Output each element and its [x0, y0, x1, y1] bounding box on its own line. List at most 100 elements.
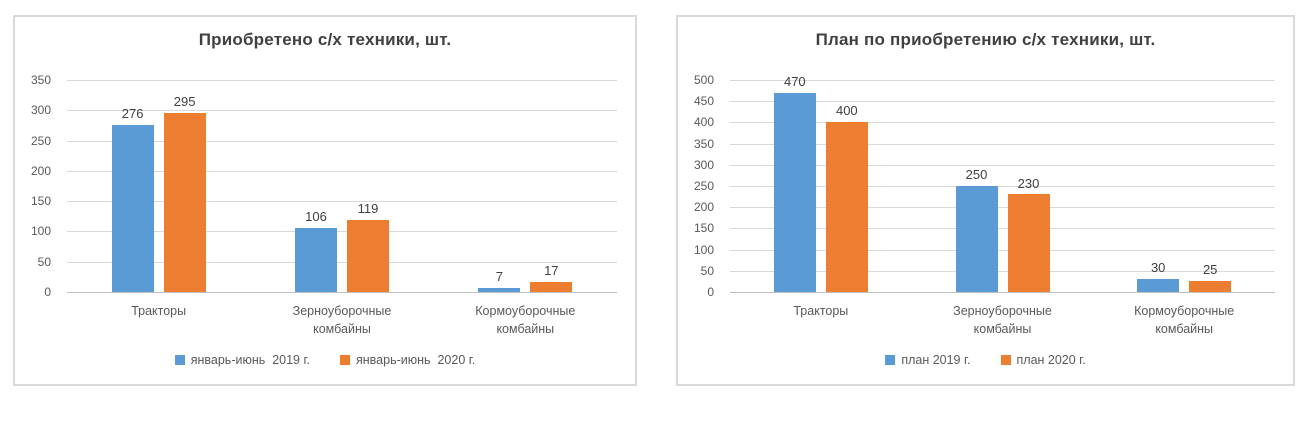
legend-swatch [1000, 355, 1011, 366]
legend-item: план 2019 г. [885, 353, 971, 368]
bar-group: 106 119 [250, 80, 433, 292]
legend-swatch [174, 355, 185, 366]
data-label: 25 [1202, 262, 1218, 278]
grid-line [730, 228, 1275, 230]
grid-line [67, 80, 617, 81]
chart-title: Приобретено с/х техники, шт. [198, 30, 452, 49]
legend-item: январь-июнь 2020 г. [340, 353, 475, 367]
y-axis-tick: 200 [30, 163, 51, 178]
grid-line [67, 261, 617, 263]
bar-group: 30 25 [1093, 80, 1275, 292]
bar [478, 287, 521, 292]
category-label: Кормоуборочные комбайны [434, 302, 617, 338]
category-label: Кормоуборочные комбайны [1093, 302, 1275, 338]
bar-with-label: 230 [1007, 80, 1050, 292]
y-axis-tick: 200 [693, 200, 714, 215]
bar [294, 227, 337, 292]
legend: январь-июнь 2019 г. январь-июнь 2020 г. [15, 353, 635, 367]
grid-line [730, 122, 1275, 124]
category-label-text: Кормоуборочные комбайны [1134, 304, 1235, 337]
bar-with-label: 400 [825, 80, 868, 292]
legend-swatch [340, 355, 350, 366]
bar-with-label: 17 [530, 80, 573, 292]
chart-title: План по приобретению с/х техники, шт. [815, 30, 1156, 49]
plot-area: 0 50 100 150 200 250 300 350 400 450 500 470 400 250… [686, 74, 1277, 298]
y-axis-tick: 400 [693, 115, 714, 130]
y-axis-tick: 150 [30, 194, 51, 209]
data-label: 295 [173, 94, 196, 110]
category-label: Тракторы [67, 302, 250, 338]
bar [1007, 194, 1050, 292]
bar-group: 276 295 [67, 80, 250, 292]
y-axis: 0 50 100 150 200 250 300 350 400 450 500 [686, 74, 722, 298]
legend: план 2019 г. план 2020 г. [678, 353, 1293, 367]
grid-line [730, 101, 1275, 103]
bar-group: 7 17 [434, 80, 617, 292]
x-axis: Тракторы Зерноуборочные комбайны Кормоубор… [67, 302, 617, 338]
data-label: 250 [965, 167, 988, 183]
legend-label: план 2020 г. [1016, 353, 1086, 368]
grid-line [730, 186, 1275, 187]
bar [1137, 279, 1180, 292]
legend-label: план 2019 г. [901, 353, 971, 368]
y-axis-tick: 350 [30, 73, 51, 87]
y-axis-tick: 450 [693, 94, 714, 109]
bar-with-label: 30 [1137, 80, 1180, 292]
data-label: 7 [495, 268, 503, 284]
bar-group: 470 400 [730, 74, 912, 292]
grid-line [730, 143, 1275, 145]
bar-with-label: 250 [955, 80, 998, 292]
data-label: 17 [544, 262, 559, 278]
bar [773, 92, 816, 292]
category-label-text: Зерноуборочные комбайны [953, 304, 1052, 337]
data-label: 230 [1017, 175, 1040, 191]
bar [346, 219, 389, 292]
plot-grid: 276 295 106 119 7 17 [67, 80, 617, 293]
grid-line [67, 292, 617, 293]
data-label: 119 [357, 200, 379, 216]
category-label-text: Тракторы [793, 304, 849, 318]
y-axis-tick: 50 [37, 254, 51, 269]
grid-line [67, 170, 617, 172]
bar-groups: 276 295 106 119 7 17 [67, 80, 617, 292]
y-axis-tick: 500 [693, 73, 714, 87]
y-axis-tick: 0 [707, 285, 714, 299]
bar-with-label: 119 [346, 80, 389, 292]
data-label: 106 [305, 208, 327, 224]
bar-with-label: 25 [1189, 80, 1232, 292]
bar-with-label: 7 [478, 80, 521, 292]
chart-acquisition-plan: План по приобретению с/х техники, шт. 0 5… [676, 15, 1295, 386]
bar [530, 281, 573, 292]
legend-item: план 2020 г. [1000, 353, 1086, 368]
grid-line [730, 80, 1275, 81]
y-axis-tick: 100 [30, 224, 51, 239]
bar [163, 113, 206, 292]
category-label-text: Кормоуборочные комбайны [475, 304, 576, 337]
bar-group: 250 230 [912, 80, 1094, 292]
grid-line [730, 207, 1275, 209]
data-label: 470 [783, 73, 806, 89]
y-axis-tick: 300 [693, 157, 714, 172]
category-label: Тракторы [730, 302, 912, 338]
legend-swatch [885, 355, 896, 366]
y-axis-tick: 0 [44, 285, 51, 299]
legend-label: январь-июнь 2020 г. [356, 353, 476, 368]
bar [955, 186, 998, 292]
y-axis-tick: 100 [693, 242, 714, 257]
category-label-text: Зерноуборочные комбайны [292, 304, 392, 337]
grid-line [730, 292, 1275, 293]
grid-line [67, 201, 617, 203]
data-label: 400 [835, 103, 858, 119]
legend-item: январь-июнь 2019 г. [174, 353, 310, 367]
chart-acquired-equipment: Приобретено с/х техники, шт. 0 50 100 150 20… [13, 15, 637, 386]
y-axis: 0 50 100 150 200 250 300 350 [23, 74, 59, 298]
y-axis-tick: 250 [30, 133, 51, 148]
bar [1189, 281, 1232, 292]
data-label: 30 [1150, 260, 1166, 276]
category-label-text: Тракторы [131, 304, 187, 318]
category-label: Зерноуборочные комбайны [250, 302, 433, 338]
grid-line [730, 270, 1275, 272]
plot-area: 0 50 100 150 200 250 300 350 276 295 106 119 7 17 [23, 74, 619, 298]
bar [111, 124, 154, 292]
